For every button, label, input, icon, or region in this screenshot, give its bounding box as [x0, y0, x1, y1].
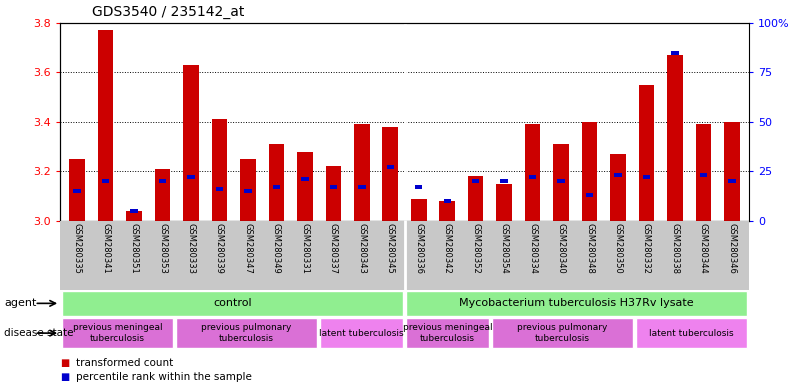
- Bar: [700, 173, 707, 177]
- Bar: [728, 179, 735, 183]
- Text: GSM280338: GSM280338: [670, 223, 679, 274]
- Bar: [642, 175, 650, 179]
- Text: GDS3540 / 235142_at: GDS3540 / 235142_at: [92, 5, 244, 19]
- Bar: [98, 30, 114, 221]
- Text: GSM280343: GSM280343: [357, 223, 366, 274]
- Text: latent tuberculosis: latent tuberculosis: [650, 329, 734, 338]
- Bar: [240, 159, 256, 221]
- Text: GSM280344: GSM280344: [699, 223, 708, 274]
- Bar: [671, 51, 678, 55]
- Bar: [557, 179, 565, 183]
- Bar: [501, 179, 508, 183]
- Bar: [411, 199, 427, 221]
- Text: GSM280337: GSM280337: [329, 223, 338, 274]
- Bar: [211, 119, 227, 221]
- Bar: [358, 185, 365, 189]
- Bar: [60, 221, 749, 290]
- Bar: [155, 169, 171, 221]
- Text: previous pulmonary
tuberculosis: previous pulmonary tuberculosis: [202, 323, 292, 343]
- Bar: [440, 201, 455, 221]
- Bar: [127, 211, 142, 221]
- Text: GSM280352: GSM280352: [471, 223, 480, 274]
- Text: GSM280342: GSM280342: [443, 223, 452, 274]
- Bar: [614, 173, 622, 177]
- Bar: [387, 166, 394, 169]
- Bar: [301, 177, 308, 181]
- Bar: [215, 187, 223, 191]
- Bar: [320, 318, 403, 348]
- Text: GSM280334: GSM280334: [528, 223, 537, 274]
- Bar: [724, 122, 739, 221]
- Text: Mycobacterium tuberculosis H37Rv lysate: Mycobacterium tuberculosis H37Rv lysate: [460, 298, 694, 308]
- Bar: [62, 318, 174, 348]
- Bar: [444, 199, 451, 203]
- Bar: [244, 189, 252, 193]
- Text: GSM280348: GSM280348: [585, 223, 594, 274]
- Bar: [638, 85, 654, 221]
- Bar: [70, 159, 85, 221]
- Text: GSM280351: GSM280351: [130, 223, 139, 274]
- Text: previous meningeal
tuberculosis: previous meningeal tuberculosis: [403, 323, 493, 343]
- Text: GSM280353: GSM280353: [158, 223, 167, 274]
- Bar: [492, 318, 633, 348]
- Bar: [406, 318, 489, 348]
- Text: GSM280354: GSM280354: [500, 223, 509, 274]
- Bar: [183, 65, 199, 221]
- Bar: [176, 318, 317, 348]
- Bar: [325, 166, 341, 221]
- Text: GSM280347: GSM280347: [244, 223, 252, 274]
- Text: GSM280339: GSM280339: [215, 223, 224, 274]
- Bar: [529, 175, 537, 179]
- Text: GSM280333: GSM280333: [187, 223, 195, 274]
- Bar: [667, 55, 682, 221]
- Bar: [102, 179, 109, 183]
- Bar: [610, 154, 626, 221]
- Text: GSM280349: GSM280349: [272, 223, 281, 274]
- Bar: [582, 122, 598, 221]
- Bar: [586, 193, 594, 197]
- Bar: [497, 184, 512, 221]
- Bar: [468, 176, 484, 221]
- Bar: [635, 318, 747, 348]
- Bar: [354, 124, 369, 221]
- Bar: [74, 189, 81, 193]
- Bar: [268, 144, 284, 221]
- Bar: [272, 185, 280, 189]
- Bar: [131, 209, 138, 213]
- Text: previous pulmonary
tuberculosis: previous pulmonary tuberculosis: [517, 323, 607, 343]
- Bar: [330, 185, 337, 189]
- Bar: [695, 124, 711, 221]
- Bar: [553, 144, 569, 221]
- Text: ■: ■: [60, 372, 70, 382]
- Text: GSM280350: GSM280350: [614, 223, 622, 274]
- Text: GSM280332: GSM280332: [642, 223, 651, 274]
- Text: percentile rank within the sample: percentile rank within the sample: [76, 372, 252, 382]
- Text: latent tuberculosis: latent tuberculosis: [319, 329, 404, 338]
- Bar: [406, 291, 747, 316]
- Text: control: control: [213, 298, 252, 308]
- Bar: [525, 124, 541, 221]
- Text: GSM280346: GSM280346: [727, 223, 736, 274]
- Text: ■: ■: [60, 358, 70, 368]
- Text: GSM280340: GSM280340: [557, 223, 566, 274]
- Bar: [62, 291, 403, 316]
- Bar: [187, 175, 195, 179]
- Text: previous meningeal
tuberculosis: previous meningeal tuberculosis: [73, 323, 163, 343]
- Text: GSM280341: GSM280341: [101, 223, 110, 274]
- Bar: [382, 127, 398, 221]
- Text: GSM280345: GSM280345: [386, 223, 395, 274]
- Text: transformed count: transformed count: [76, 358, 173, 368]
- Text: disease state: disease state: [4, 328, 74, 338]
- Bar: [472, 179, 479, 183]
- Bar: [297, 152, 312, 221]
- Bar: [159, 179, 167, 183]
- Bar: [415, 185, 422, 189]
- Text: GSM280336: GSM280336: [414, 223, 423, 274]
- Text: GSM280335: GSM280335: [73, 223, 82, 274]
- Text: GSM280331: GSM280331: [300, 223, 309, 274]
- Text: agent: agent: [4, 298, 36, 308]
